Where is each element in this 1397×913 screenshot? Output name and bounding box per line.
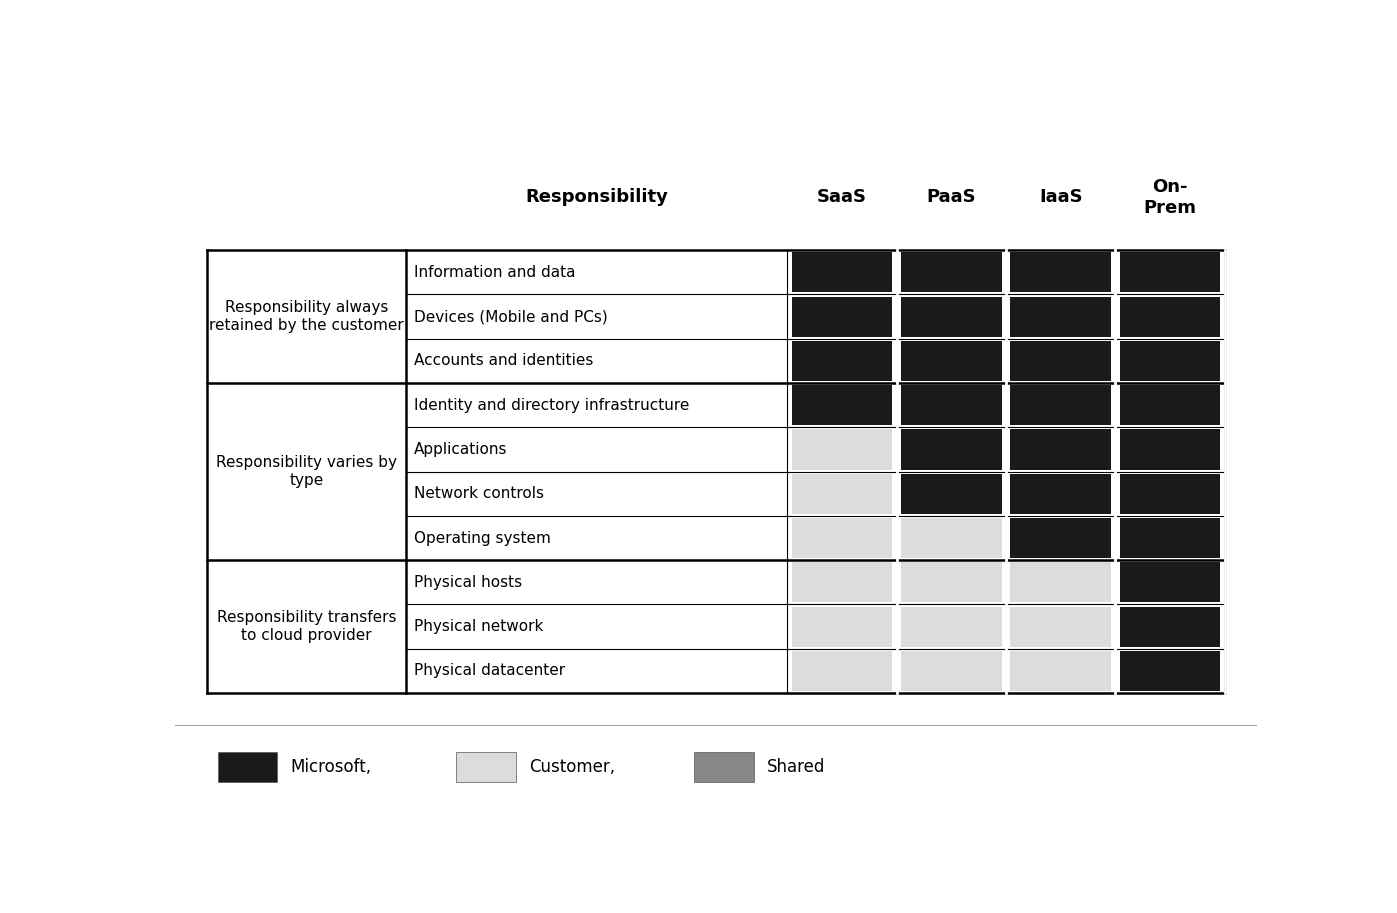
Text: Information and data: Information and data bbox=[415, 265, 576, 279]
Bar bbox=[792, 297, 893, 337]
Text: PaaS: PaaS bbox=[926, 188, 977, 206]
Bar bbox=[1010, 252, 1111, 292]
Bar bbox=[1120, 429, 1221, 469]
Bar bbox=[1010, 429, 1111, 469]
Bar bbox=[901, 429, 1002, 469]
Text: Accounts and identities: Accounts and identities bbox=[415, 353, 594, 368]
Text: Shared: Shared bbox=[767, 758, 826, 776]
Bar bbox=[218, 752, 278, 782]
Bar bbox=[901, 606, 1002, 646]
Bar bbox=[1120, 297, 1221, 337]
Bar bbox=[792, 429, 893, 469]
Bar bbox=[1120, 651, 1221, 691]
Text: Responsibility varies by
type: Responsibility varies by type bbox=[215, 456, 397, 488]
Text: Responsibility always
retained by the customer: Responsibility always retained by the cu… bbox=[210, 300, 404, 333]
Bar bbox=[792, 252, 893, 292]
Bar bbox=[901, 562, 1002, 603]
Bar bbox=[1120, 385, 1221, 425]
Bar bbox=[901, 385, 1002, 425]
Bar bbox=[694, 752, 754, 782]
Bar bbox=[901, 297, 1002, 337]
Text: Responsibility: Responsibility bbox=[525, 188, 668, 206]
Text: Physical network: Physical network bbox=[415, 619, 543, 635]
Text: Responsibility transfers
to cloud provider: Responsibility transfers to cloud provid… bbox=[217, 611, 397, 643]
Bar bbox=[455, 752, 515, 782]
Text: Customer,: Customer, bbox=[528, 758, 615, 776]
Text: Identity and directory infrastructure: Identity and directory infrastructure bbox=[415, 398, 690, 413]
Bar bbox=[1010, 341, 1111, 381]
Bar bbox=[1120, 562, 1221, 603]
Text: Devices (Mobile and PCs): Devices (Mobile and PCs) bbox=[415, 310, 608, 324]
Bar bbox=[792, 651, 893, 691]
Text: Operating system: Operating system bbox=[415, 530, 550, 546]
Bar bbox=[1010, 474, 1111, 514]
Text: On-
Prem: On- Prem bbox=[1144, 178, 1197, 216]
Bar bbox=[1120, 474, 1221, 514]
Bar bbox=[1010, 297, 1111, 337]
Bar bbox=[901, 651, 1002, 691]
Bar bbox=[1010, 385, 1111, 425]
Bar bbox=[1010, 518, 1111, 558]
Text: Applications: Applications bbox=[415, 442, 507, 457]
Bar bbox=[792, 518, 893, 558]
Text: SaaS: SaaS bbox=[817, 188, 868, 206]
Text: Physical hosts: Physical hosts bbox=[415, 575, 522, 590]
Text: Microsoft,: Microsoft, bbox=[291, 758, 372, 776]
Bar bbox=[1010, 651, 1111, 691]
Bar bbox=[792, 385, 893, 425]
Bar bbox=[901, 518, 1002, 558]
Bar bbox=[1010, 606, 1111, 646]
Text: Physical datacenter: Physical datacenter bbox=[415, 664, 566, 678]
Bar bbox=[1120, 606, 1221, 646]
Bar bbox=[1120, 341, 1221, 381]
Bar bbox=[1120, 252, 1221, 292]
Bar bbox=[792, 474, 893, 514]
Bar bbox=[792, 606, 893, 646]
Bar bbox=[901, 474, 1002, 514]
Bar bbox=[792, 562, 893, 603]
Text: Network controls: Network controls bbox=[415, 487, 545, 501]
Bar bbox=[1010, 562, 1111, 603]
Bar bbox=[1120, 518, 1221, 558]
Text: IaaS: IaaS bbox=[1039, 188, 1083, 206]
Bar bbox=[901, 341, 1002, 381]
Bar bbox=[901, 252, 1002, 292]
Bar bbox=[792, 341, 893, 381]
